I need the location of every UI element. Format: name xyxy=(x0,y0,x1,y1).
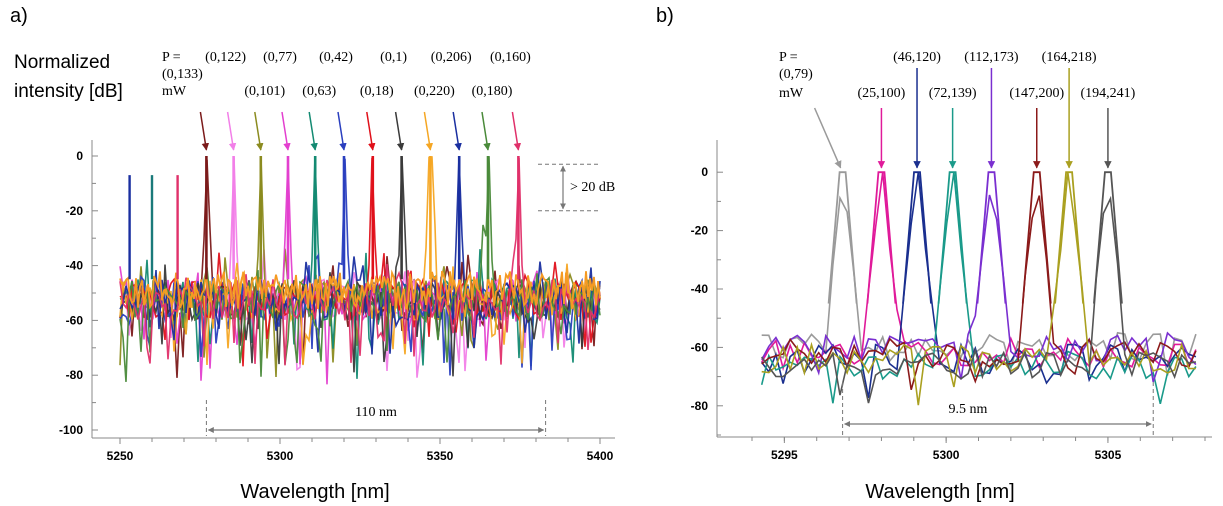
panel-a-arrow-3 xyxy=(254,111,264,151)
panel-b-peak-5 xyxy=(976,171,1007,304)
panel-b-series-label: (72,139) xyxy=(929,86,977,101)
panel-b-peak-7 xyxy=(1054,171,1084,304)
panel-a-arrow-9 xyxy=(423,111,434,151)
panel-b-letter: b) xyxy=(656,5,674,27)
panel-a-power-line2: (0,133) xyxy=(162,67,203,82)
panel-b-peak-4 xyxy=(937,171,968,304)
panel-b-x-tick-label: 5300 xyxy=(933,448,960,462)
panel-a-arrow-4 xyxy=(281,111,291,151)
panel-b-y-tick-label: 0 xyxy=(701,165,708,179)
panel-a-arrow-8 xyxy=(394,111,405,151)
panel-a-letter: a) xyxy=(10,5,28,27)
panel-b-peak-2 xyxy=(866,171,897,304)
panel-a-arrow-2 xyxy=(226,111,237,151)
panel-a-span-label: 110 nm xyxy=(355,405,397,420)
panel-a-plot: 0 -20 -40 -60 -80 -100 5250 5300 5350 5400 (0,122)… xyxy=(59,50,615,463)
panel-a-power-line1: P = xyxy=(162,50,181,65)
panel-a-series-label: (0,1) xyxy=(380,50,407,65)
panel-a-series-label: (0,160) xyxy=(490,50,531,65)
panel-a-arrow-11 xyxy=(481,111,491,151)
panel-a-series-9 xyxy=(119,156,601,366)
panel-a-series-label: (0,77) xyxy=(263,50,297,65)
panel-b-series-label: (112,173) xyxy=(964,50,1019,65)
panel-a-ylabel-line1: Normalized xyxy=(14,52,110,73)
panel-a-arrow-5 xyxy=(308,111,318,151)
panel-a-series-label: (0,180) xyxy=(472,84,513,99)
panel-b-series-8 xyxy=(761,195,1197,404)
panel-b-series-label: (164,218) xyxy=(1042,50,1097,65)
panel-a-series-label: (0,206) xyxy=(431,50,472,65)
panel-a-arrow-10 xyxy=(452,111,462,151)
panel-b-arrow-1 xyxy=(813,107,842,169)
panel-b-plot: 0 -20 -40 -60 -80 5295 5300 5305 (25,100) (46,120… xyxy=(691,50,1212,462)
panel-a-arrow-7 xyxy=(366,111,376,151)
panel-a-series-11 xyxy=(119,156,601,382)
panel-a-xlabel: Wavelength [nm] xyxy=(240,481,389,503)
panel-a-contrast-label: > 20 dB xyxy=(570,180,615,195)
panel-b-span-label: 9.5 nm xyxy=(948,402,987,417)
panel-a-y-tick-label: -20 xyxy=(66,204,84,218)
panel-a-arrow-12 xyxy=(511,111,522,151)
panel-a-x-tick-label: 5300 xyxy=(267,449,294,463)
panel-a-power-line3: mW xyxy=(162,84,187,99)
panel-a-series-12 xyxy=(119,157,601,366)
panel-b-series-label: (25,100) xyxy=(858,86,906,101)
panel-b-x-tick-label: 5305 xyxy=(1095,448,1122,462)
panel-b-y-tick-label: -20 xyxy=(691,224,709,238)
panel-a-series-10 xyxy=(119,156,601,355)
panel-b-xlabel: Wavelength [nm] xyxy=(865,481,1014,503)
panel-a-series-7 xyxy=(119,157,601,367)
panel-b-y-tick-label: -60 xyxy=(691,340,709,354)
panel-a-x-tick-label: 5350 xyxy=(427,449,454,463)
panel-b-power-line2: (0,79) xyxy=(779,67,813,82)
panel-b-series-label: (194,241) xyxy=(1081,86,1136,101)
panel-a-y-tick-label: 0 xyxy=(76,149,83,163)
panel-a-y-tick-label: -100 xyxy=(59,423,83,437)
panel-a-x-tick-label: 5400 xyxy=(587,449,614,463)
panel-a-arrow-6 xyxy=(337,111,347,151)
panel-a-noise-band xyxy=(119,269,601,310)
panel-a-y-tick-label: -40 xyxy=(66,259,84,273)
panel-b-peak-6 xyxy=(1021,171,1052,304)
panel-b-x-tick-label: 5295 xyxy=(771,448,798,462)
panel-a-x-tick-label: 5250 xyxy=(107,449,134,463)
panel-a-ylabel-line2: intensity [dB] xyxy=(14,81,123,102)
panel-b-y-tick-label: -40 xyxy=(691,282,709,296)
panel-a-series-label: (0,18) xyxy=(360,84,394,99)
panel-b-series-label: (46,120) xyxy=(893,50,941,65)
panel-a-series-label: (0,122) xyxy=(205,50,246,65)
panel-b-peak-8 xyxy=(1093,171,1123,304)
panel-b-peak-3 xyxy=(902,171,932,304)
panel-a-series-label: (0,101) xyxy=(244,84,285,99)
panel-b-power-line3: mW xyxy=(779,86,804,101)
panel-b-power-line1: P = xyxy=(779,50,798,65)
panel-a-y-tick-label: -60 xyxy=(66,313,84,327)
panel-a-arrow-1 xyxy=(199,111,210,151)
panel-b-series-4 xyxy=(760,172,1197,404)
panel-a-series-label: (0,220) xyxy=(414,84,455,99)
panel-b-peak-1 xyxy=(827,171,858,304)
panel-b-y-tick-label: -80 xyxy=(691,399,709,413)
panel-b-series-label: (147,200) xyxy=(1009,86,1064,101)
panel-a-series-label: (0,63) xyxy=(302,84,336,99)
panel-a-series-label: (0,42) xyxy=(319,50,353,65)
panel-a-y-tick-label: -80 xyxy=(66,368,84,382)
